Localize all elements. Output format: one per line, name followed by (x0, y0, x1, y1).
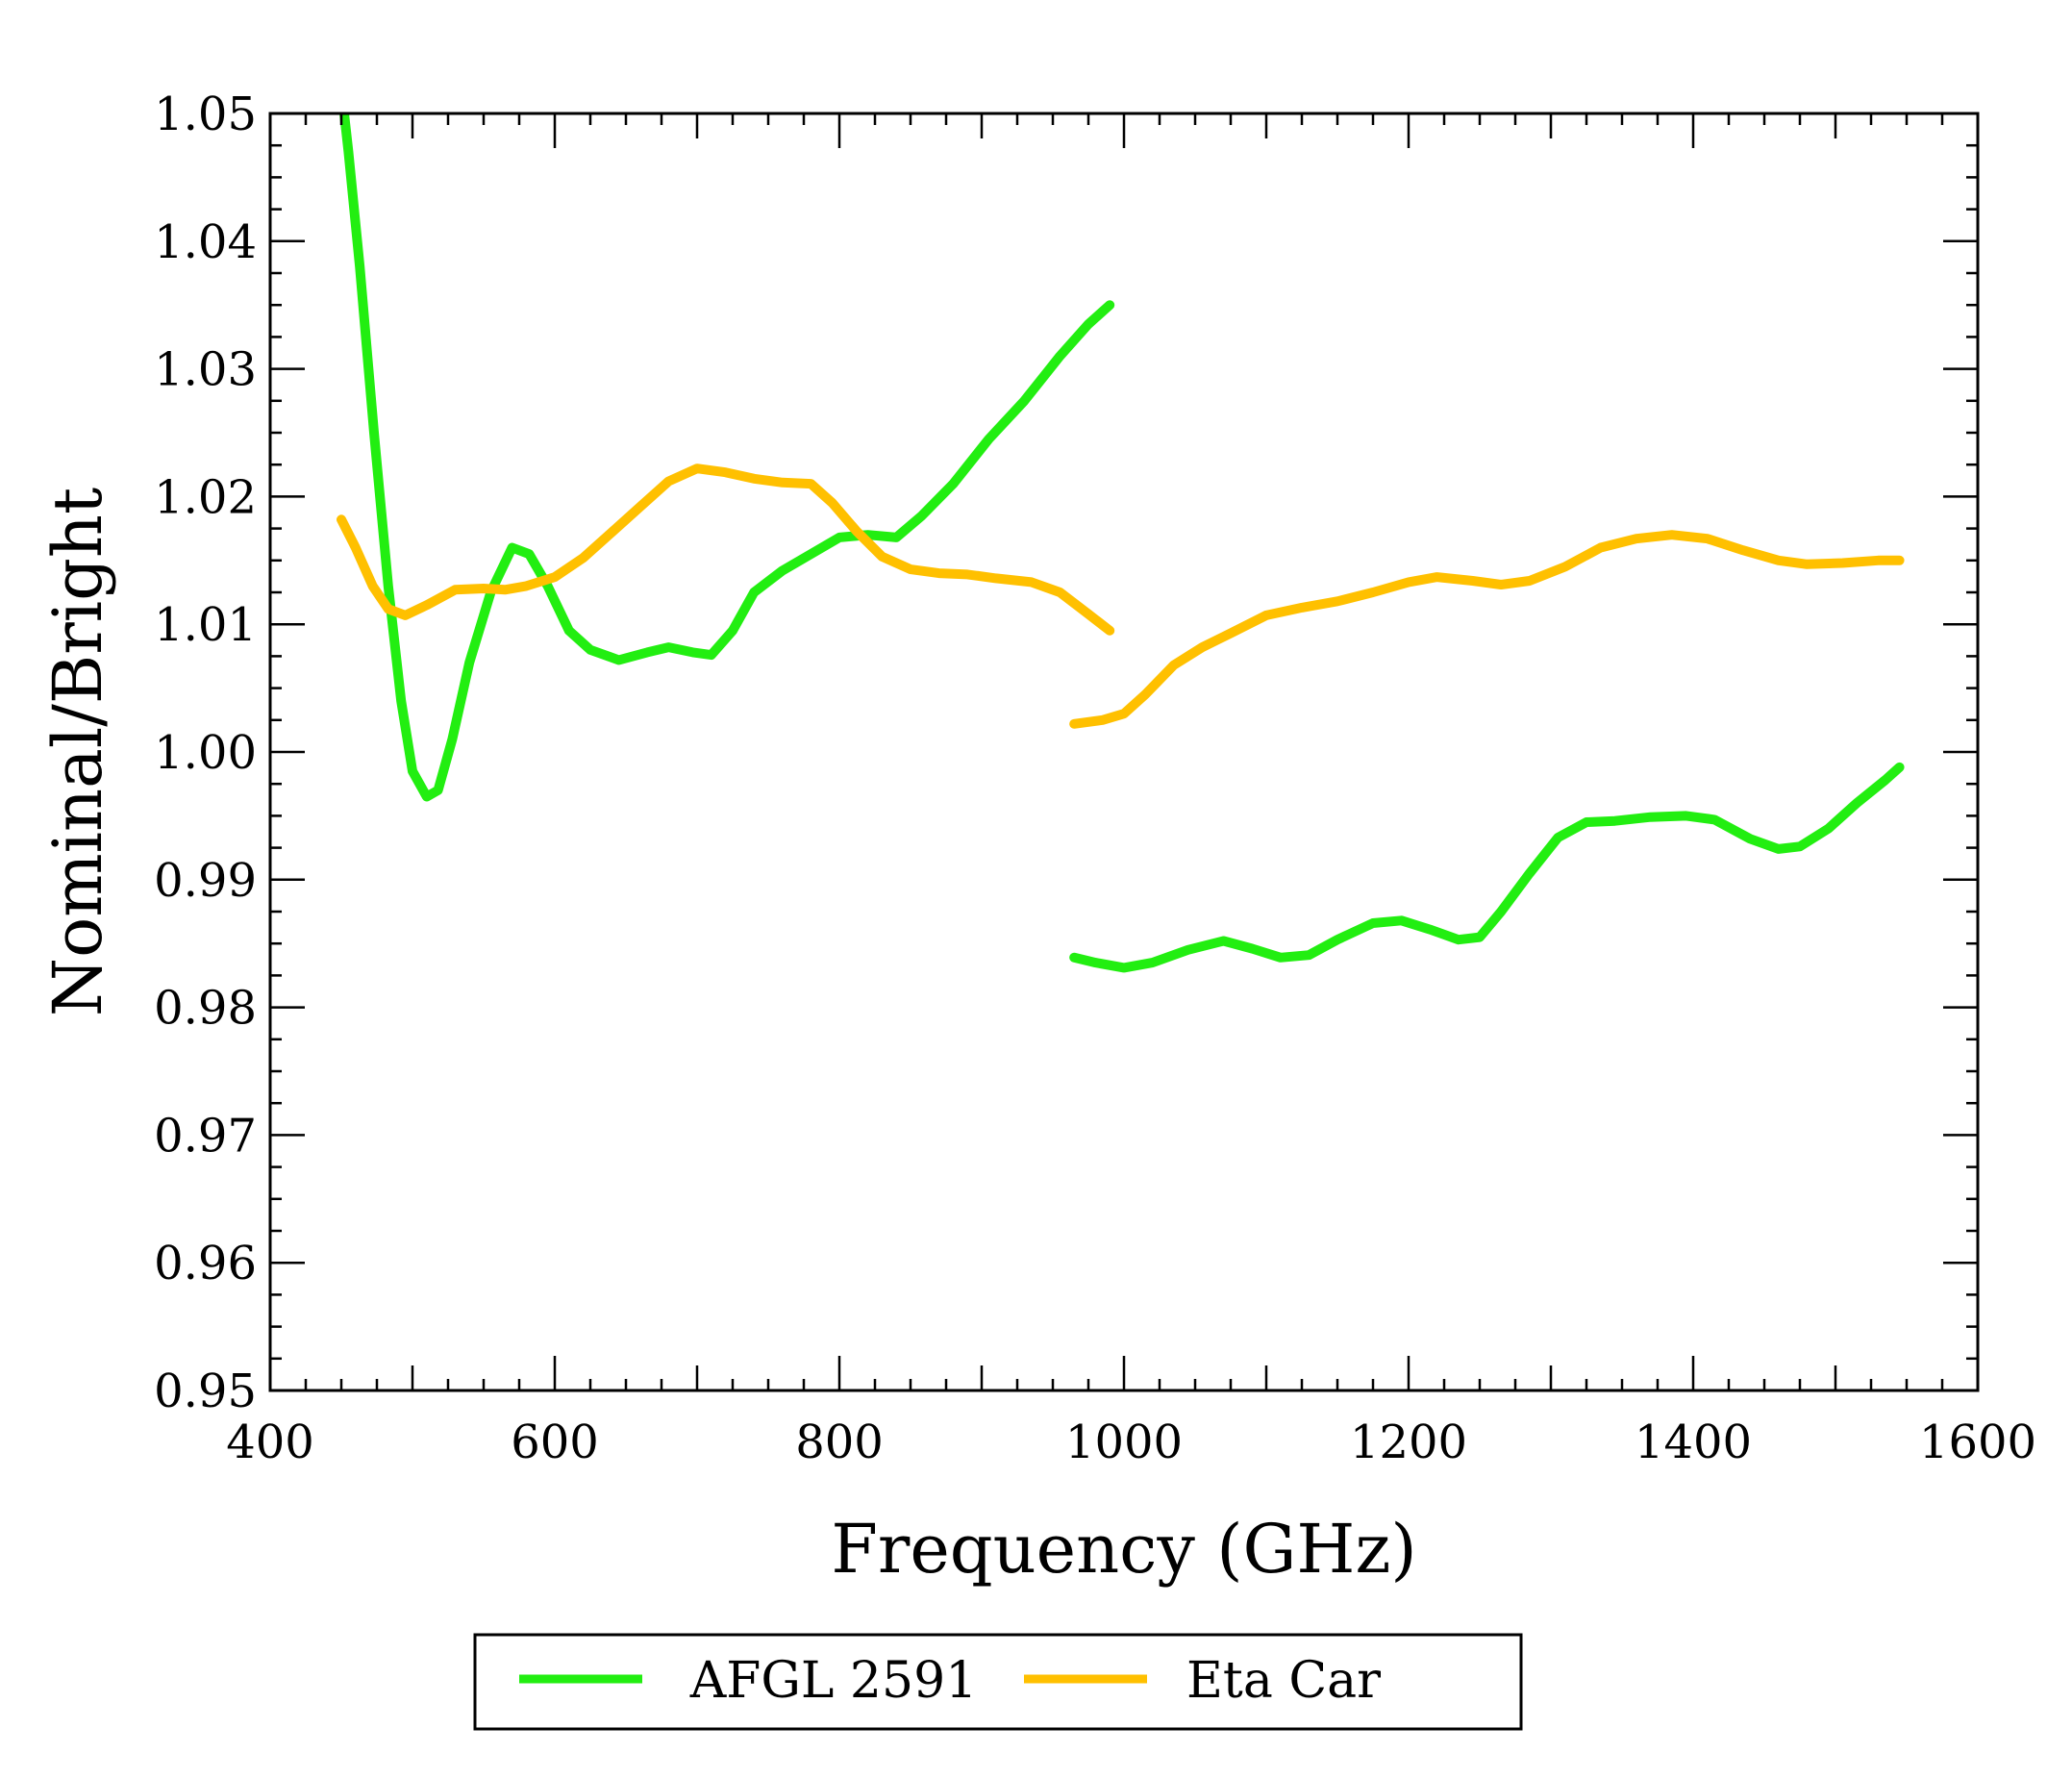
axis-tick-labels: 400 600 800 1000 1200 1400 1600 0.95 0.96 0.97 0.9… (154, 88, 2036, 1469)
series-line-afgl-2591-segment-1 (338, 113, 1115, 802)
y-tick-label: 0.95 (154, 1365, 257, 1418)
x-tick-label: 600 (511, 1415, 599, 1469)
axis-ticks (268, 112, 1980, 1392)
x-tick-label: 1400 (1635, 1415, 1752, 1469)
x-tick-label: 1600 (1919, 1415, 2036, 1469)
series-line-eta-car-segment-1 (337, 463, 1115, 636)
plot-area (337, 113, 1905, 973)
legend-label-eta-car: Eta Car (1186, 1652, 1381, 1710)
y-tick-label: 1.05 (154, 88, 257, 141)
y-tick-label: 0.97 (154, 1109, 257, 1163)
legend-box (473, 1633, 1523, 1731)
y-tick-label: 1.04 (154, 215, 257, 269)
legend-label-afgl-2591: AFGL 2591 (689, 1652, 978, 1710)
legend: AFGL 2591 Eta Car (473, 1633, 1523, 1731)
x-tick-label: 1000 (1065, 1415, 1183, 1469)
series-line-afgl-2591-segment-2 (1069, 762, 1905, 973)
x-tick-label: 1200 (1350, 1415, 1467, 1469)
series-line-eta-car-segment-2 (1069, 530, 1905, 729)
y-axis-title: Nominal/Bright (38, 488, 117, 1016)
y-tick-label: 1.00 (154, 726, 257, 780)
y-tick-label: 1.01 (154, 598, 257, 652)
y-tick-label: 1.02 (154, 470, 257, 524)
y-tick-label: 0.96 (154, 1237, 257, 1290)
y-tick-label: 0.99 (154, 854, 257, 908)
x-axis-title: Frequency (GHz) (831, 1510, 1416, 1589)
y-tick-label: 1.03 (154, 343, 257, 397)
x-tick-label: 800 (795, 1415, 884, 1469)
y-tick-label: 0.98 (154, 982, 257, 1036)
x-tick-label: 400 (226, 1415, 314, 1469)
